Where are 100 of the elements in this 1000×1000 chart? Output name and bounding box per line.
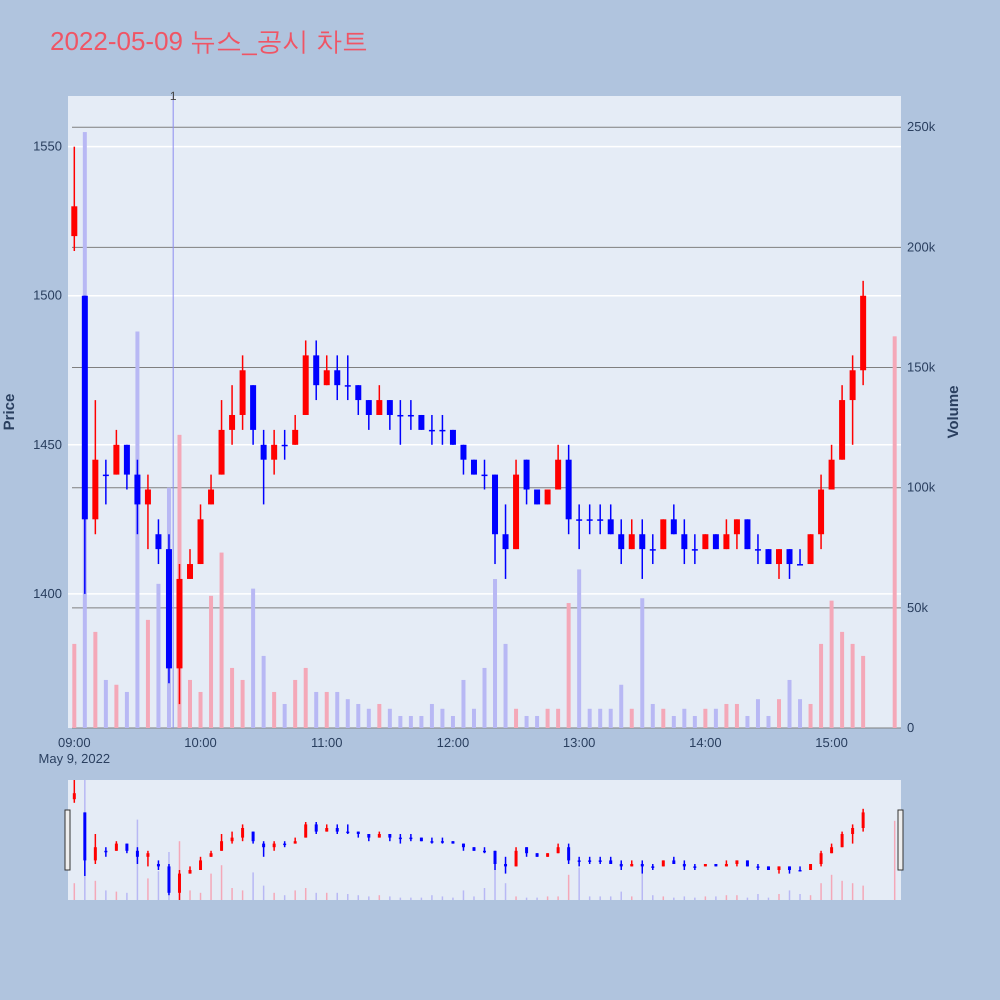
bar	[714, 708, 718, 728]
bar	[703, 708, 708, 728]
candlestick	[355, 384, 362, 416]
candlestick	[199, 856, 202, 871]
bar	[630, 708, 634, 728]
bar	[282, 704, 287, 728]
candlestick	[840, 830, 844, 848]
candlestick	[578, 856, 581, 868]
bar	[504, 644, 508, 728]
candlestick	[544, 488, 551, 506]
y-tick-label: 1450	[33, 436, 62, 452]
bar	[808, 704, 813, 728]
candlestick	[272, 840, 276, 852]
candlestick	[650, 533, 656, 565]
candlestick	[525, 846, 528, 858]
candlestick	[136, 846, 139, 865]
bar	[230, 668, 234, 728]
candlestick	[734, 518, 740, 550]
candlestick	[820, 850, 823, 868]
bar	[566, 603, 571, 728]
bar	[156, 584, 160, 728]
candlestick	[262, 840, 266, 858]
bar	[850, 644, 855, 728]
bar	[388, 708, 392, 728]
bar	[734, 704, 739, 728]
candlestick	[534, 488, 540, 506]
candlestick	[334, 354, 340, 401]
candlestick	[144, 474, 151, 550]
bar	[104, 680, 108, 728]
candlestick	[798, 866, 802, 872]
candlestick	[344, 354, 351, 401]
bar	[535, 716, 540, 728]
candlestick	[692, 533, 698, 565]
bar	[209, 596, 214, 728]
bar	[661, 708, 666, 728]
candlestick	[125, 842, 128, 854]
candlestick	[639, 518, 646, 580]
bar	[482, 668, 486, 728]
text: May 9, 2022	[38, 751, 110, 766]
ref-line-label: 1	[170, 89, 177, 103]
y2-tick-label: 100k	[907, 480, 936, 495]
bar	[619, 684, 624, 728]
x-tick-label: 10:00	[184, 735, 217, 750]
candlestick	[862, 808, 865, 832]
y-tick-label: 1400	[33, 586, 62, 601]
bar	[798, 699, 802, 728]
bar	[514, 708, 518, 728]
candlestick	[797, 548, 804, 566]
bar	[314, 692, 318, 728]
candlestick	[104, 846, 108, 858]
candlestick	[586, 504, 593, 535]
bar	[146, 620, 150, 728]
y-axis-title: Price	[1, 394, 18, 430]
candlestick	[366, 399, 372, 431]
bar	[72, 644, 76, 728]
bar	[830, 600, 834, 728]
candlestick	[670, 504, 677, 535]
candlestick	[460, 444, 466, 476]
bar	[546, 708, 550, 728]
bar	[756, 699, 760, 728]
bar	[861, 656, 866, 728]
candlestick	[304, 821, 308, 838]
candlestick	[418, 414, 424, 431]
bar	[188, 680, 192, 728]
bar	[293, 680, 298, 728]
candlestick	[336, 824, 339, 835]
candlestick	[428, 414, 435, 446]
candlestick	[271, 429, 278, 476]
bar	[450, 716, 455, 728]
bar	[556, 708, 560, 728]
y-tick-label: 1500	[33, 288, 62, 303]
y2-tick-label: 50k	[907, 600, 928, 615]
candlestick	[723, 518, 730, 550]
bar	[93, 632, 98, 728]
bar	[198, 692, 203, 728]
bar	[366, 708, 371, 728]
x-tick-label: 13:00	[562, 735, 596, 750]
bar	[524, 716, 529, 728]
y2-axis-title: Volume	[945, 385, 962, 439]
candlestick	[482, 458, 488, 490]
candlestick	[187, 548, 194, 580]
x-tick-label: 15:00	[815, 735, 848, 750]
bar	[819, 644, 824, 728]
bar	[672, 716, 676, 728]
bar	[766, 716, 770, 728]
bar	[346, 699, 350, 728]
bar	[356, 704, 360, 728]
candlestick	[260, 429, 267, 506]
candlestick	[608, 504, 614, 535]
candlestick	[408, 399, 414, 431]
candlestick	[681, 518, 688, 565]
y-tick-label: 1550	[33, 138, 62, 154]
candlestick	[620, 860, 623, 871]
bar	[692, 716, 697, 728]
candlestick	[155, 518, 162, 565]
bar	[114, 684, 118, 728]
x-tick-label: 14:00	[689, 735, 722, 750]
candlestick	[282, 429, 288, 460]
candlestick	[324, 354, 330, 386]
bar	[408, 716, 413, 728]
